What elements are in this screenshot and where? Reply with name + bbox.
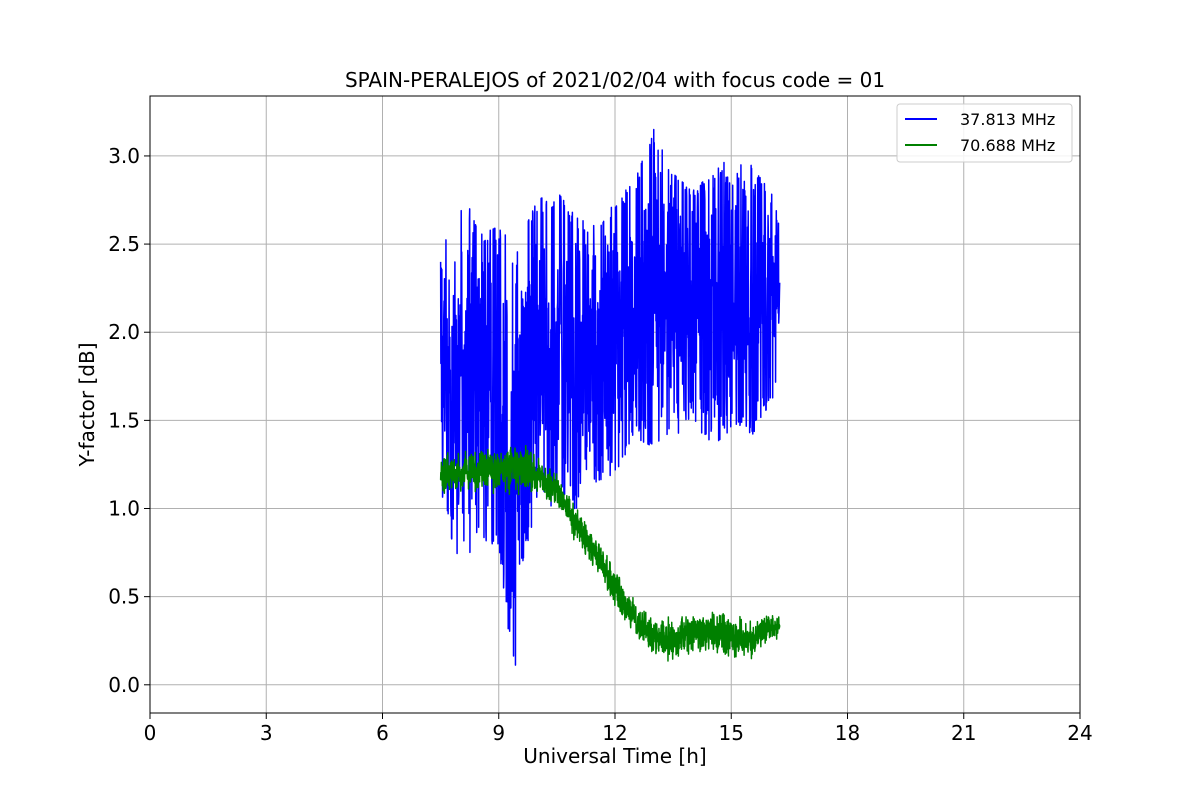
series-line-1: [439, 128, 781, 666]
y-tick-label: 1.5: [108, 408, 140, 432]
y-tick-label: 2.5: [108, 232, 140, 256]
x-tick-label: 15: [719, 721, 744, 745]
chart-title: SPAIN-PERALEJOS of 2021/02/04 with focus…: [345, 68, 885, 92]
legend-label-series-2: 70.688 MHz: [960, 136, 1055, 155]
y-tick-label: 0.0: [108, 673, 140, 697]
x-tick-label: 3: [260, 721, 273, 745]
x-tick-label: 0: [144, 721, 157, 745]
x-tick-label: 6: [376, 721, 389, 745]
x-tick-label: 21: [951, 721, 976, 745]
x-axis-title: Universal Time [h]: [523, 744, 706, 768]
x-tick-label: 18: [835, 721, 860, 745]
x-tick-label: 12: [602, 721, 627, 745]
y-axis-title: Y-factor [dB]: [75, 342, 99, 467]
y-tick-label: 3.0: [108, 144, 140, 168]
x-tick-label: 9: [492, 721, 505, 745]
y-tick-label: 2.0: [108, 320, 140, 344]
series-line-2: [439, 444, 781, 662]
x-tick-label: 24: [1067, 721, 1092, 745]
y-tick-label: 0.5: [108, 585, 140, 609]
series-group: [439, 128, 781, 666]
legend-box: [896, 103, 1073, 163]
y-tick-label: 1.0: [108, 497, 140, 521]
axis-ticks: 0 3 6 9 12 15 18 21 24 0.0 0.5 1.0 1.5 2.0 2.5 3.0: [108, 144, 1093, 745]
legend: 37.813 MHz 70.688 MHz: [896, 103, 1073, 163]
legend-label-series-1: 37.813 MHz: [960, 110, 1055, 129]
